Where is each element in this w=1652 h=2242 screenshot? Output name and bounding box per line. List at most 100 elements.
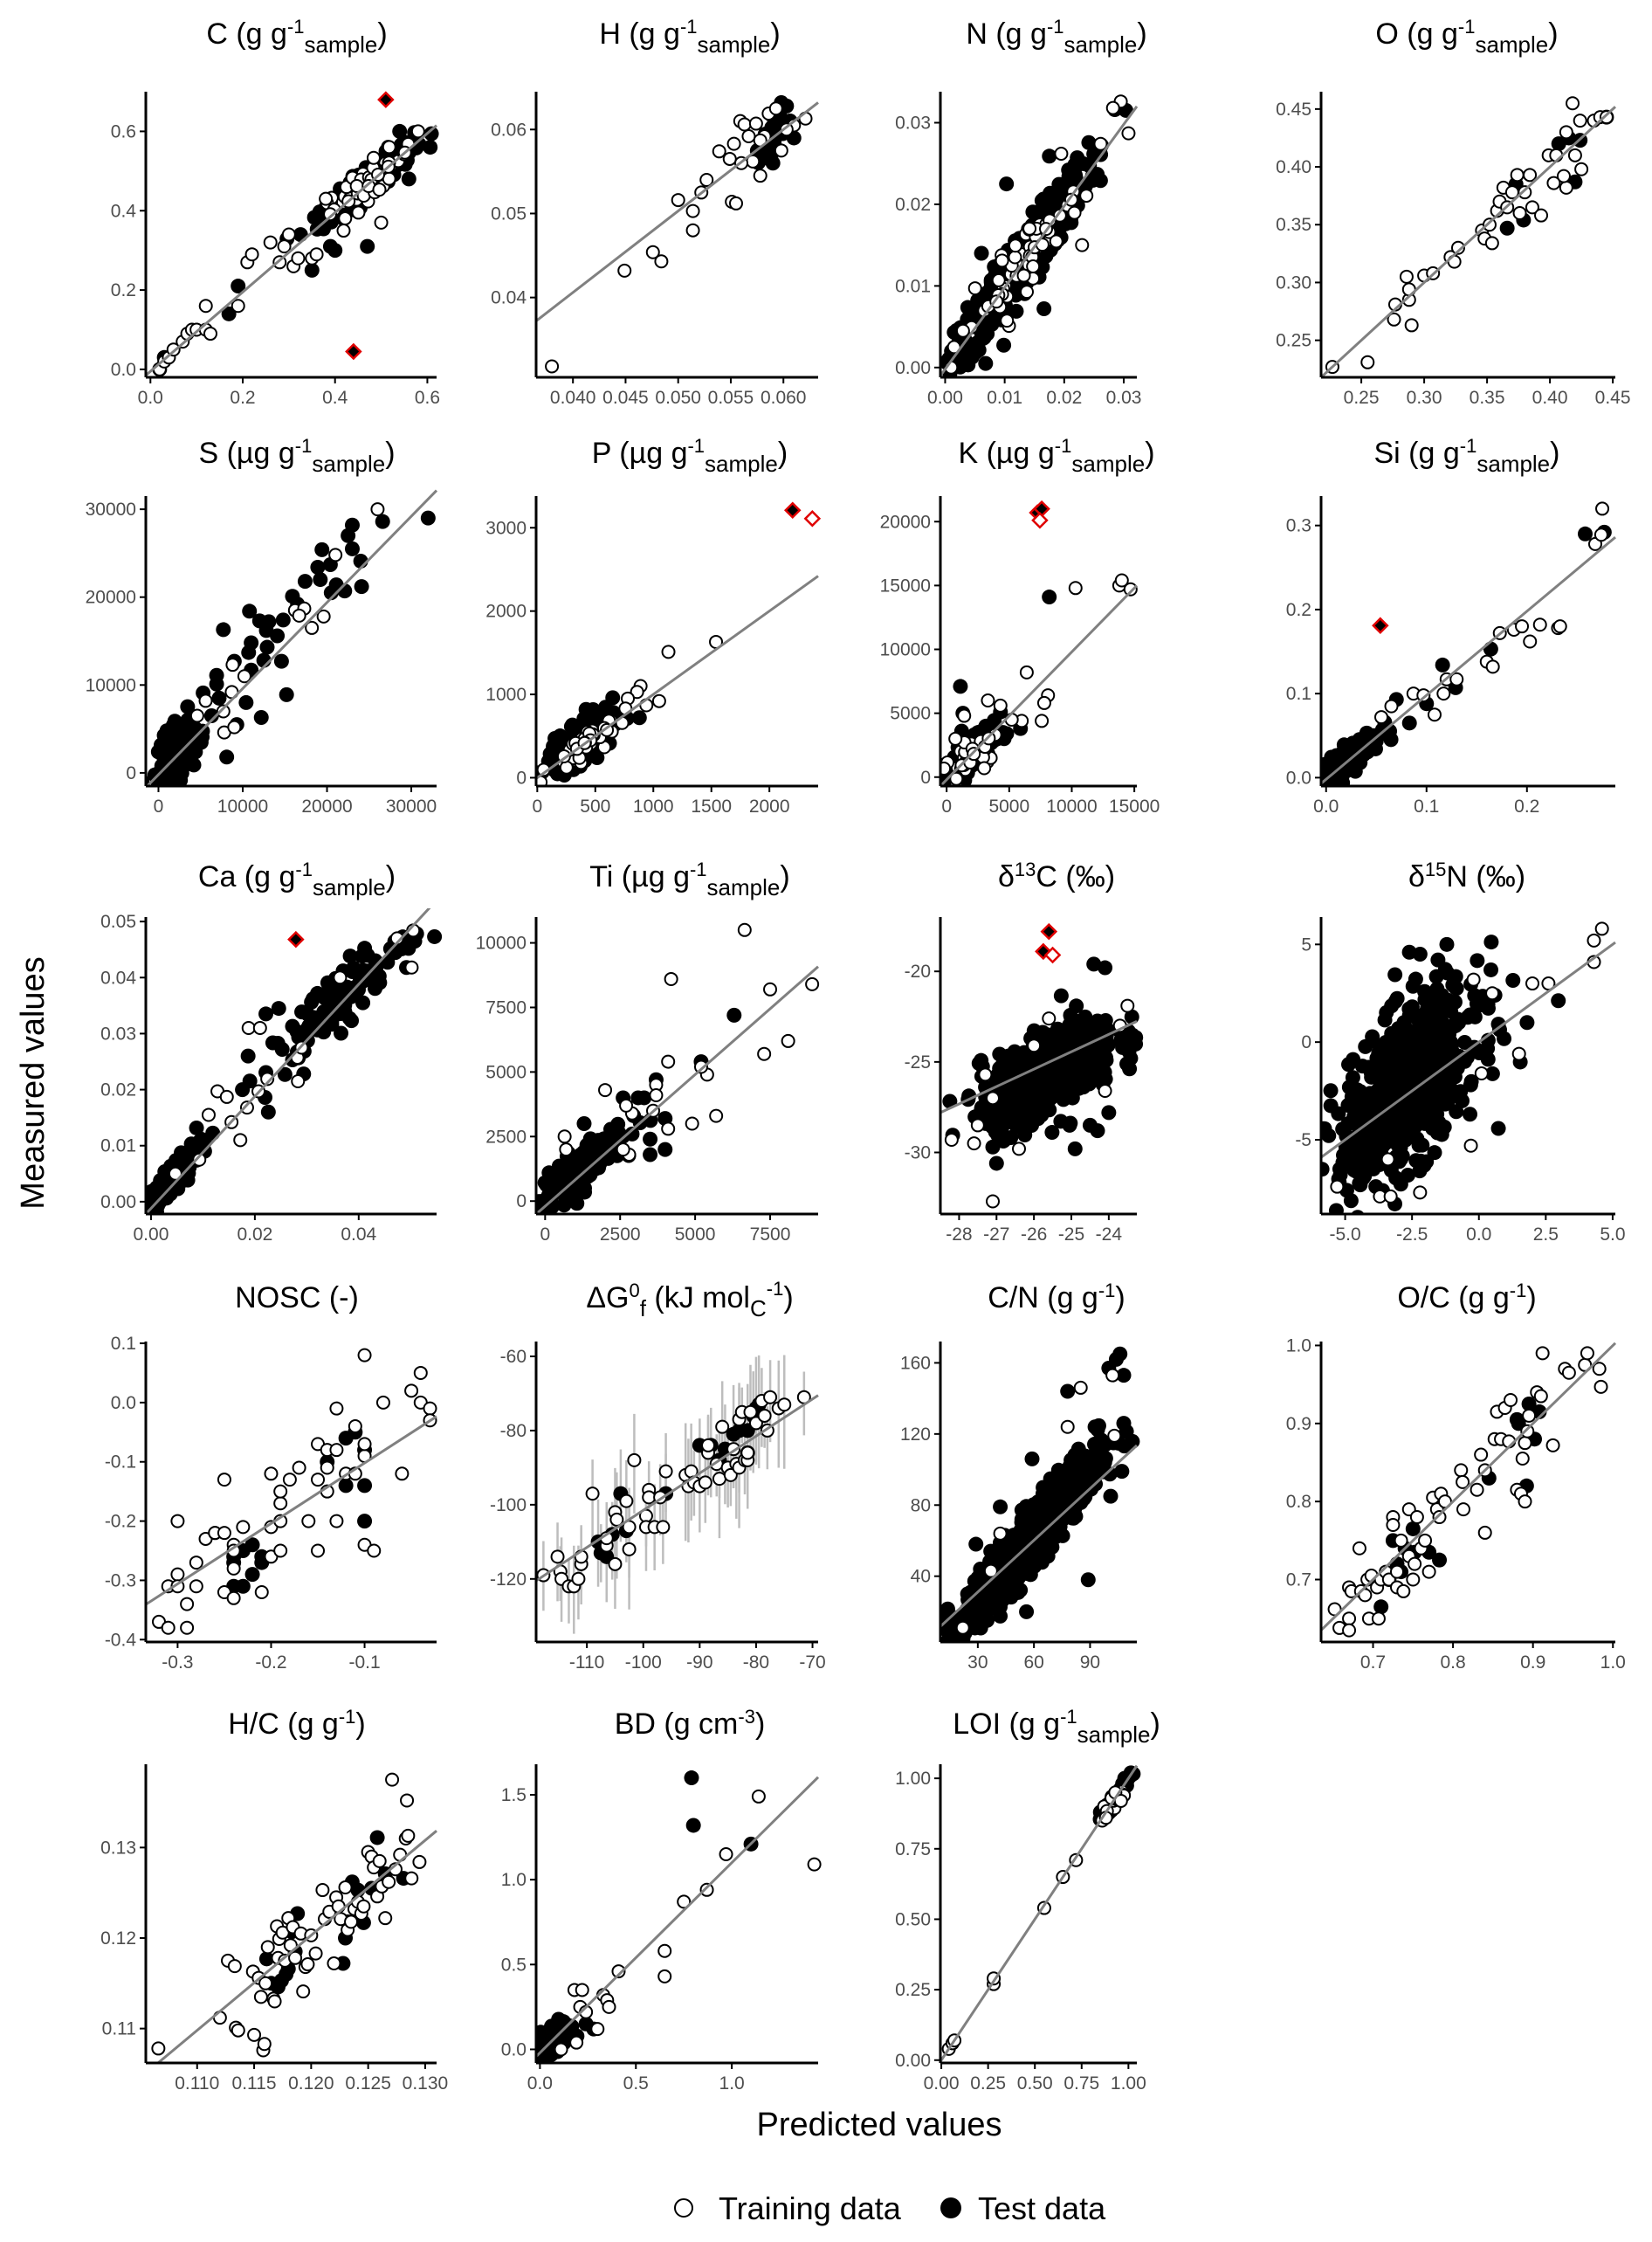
training-point (728, 196, 743, 210)
outlier-point (1040, 922, 1058, 941)
training-point (1022, 221, 1037, 236)
test-point (1429, 1107, 1445, 1122)
training-point (1523, 634, 1538, 649)
test-point (974, 1052, 989, 1068)
x-tick-label: 30000 (386, 797, 437, 817)
y-tick-label: -100 (490, 1495, 527, 1515)
training-point (699, 172, 714, 187)
y-tick-label: 0.04 (491, 288, 527, 308)
test-point (537, 1194, 553, 1210)
test-point (932, 1652, 946, 1666)
training-point (1114, 573, 1129, 588)
training-point (722, 151, 737, 166)
y-tick-label: 0.2 (1286, 600, 1311, 620)
training-point (161, 1620, 176, 1635)
test-point (999, 726, 1015, 742)
panel-C: C (g g-1sample)0.0 0.2 0.4 0.60.00.20.40.6 (111, 16, 440, 408)
test-point (388, 945, 403, 961)
training-point (1450, 240, 1465, 255)
x-tick-label: -100 (625, 1652, 662, 1673)
training-point (189, 708, 204, 723)
test-point (576, 1116, 592, 1132)
x-tick-label: -28 (946, 1224, 972, 1245)
test-point (310, 559, 326, 575)
y-tick-label: 0 (1301, 1032, 1311, 1052)
training-point (1384, 699, 1399, 714)
training-point (366, 150, 381, 165)
y-tick-label: 1000 (485, 685, 527, 705)
training-point (1541, 976, 1556, 991)
x-tick-label: -80 (743, 1652, 769, 1673)
panel-title: S (µg g-1sample) (198, 435, 395, 477)
training-point (311, 1543, 326, 1558)
x-tick-label: 0.060 (761, 388, 807, 408)
x-tick-label: 7500 (750, 1224, 791, 1245)
test-point (1042, 590, 1057, 605)
training-point (1484, 236, 1499, 251)
test-point (1417, 983, 1433, 999)
test-point (1445, 977, 1461, 993)
test-point (244, 1567, 260, 1583)
test-point (657, 1142, 673, 1157)
test-point (347, 963, 362, 979)
test-point (241, 645, 257, 660)
training-point (233, 1133, 248, 1148)
test-point (1061, 1061, 1077, 1077)
training-point (685, 204, 700, 218)
outlier-point (1043, 946, 1062, 964)
test-point (323, 585, 339, 601)
training-point (1019, 665, 1034, 679)
test-point (1044, 1125, 1060, 1141)
training-point (693, 1059, 708, 1074)
y-tick-label: -0.1 (105, 1452, 136, 1473)
panel-P: P (µg g-1sample)0 500 1000 1500 200001000200… (485, 435, 822, 817)
training-point (1374, 710, 1389, 725)
x-tick-label: 0.02 (237, 1224, 272, 1245)
panel-title: H (g g-1sample) (599, 16, 780, 58)
outlier-point (1031, 512, 1049, 529)
y-tick-label: 0.35 (1276, 215, 1311, 235)
training-point (367, 1543, 382, 1558)
test-point (344, 1013, 360, 1029)
test-point (1419, 1035, 1435, 1051)
test-point (1064, 162, 1080, 178)
test-point (1490, 1121, 1506, 1136)
training-point (1525, 200, 1539, 215)
test-point (1483, 935, 1499, 950)
test-point (1384, 1025, 1400, 1041)
test-point (401, 171, 416, 187)
training-point (740, 1445, 755, 1460)
plot-area (1306, 921, 1616, 1217)
test-point (1306, 1202, 1321, 1217)
test-point (203, 708, 219, 724)
training-point (1546, 176, 1561, 190)
fit-line (1321, 536, 1616, 785)
test-point (1380, 1058, 1396, 1073)
test-point (1346, 758, 1361, 774)
test-point (1449, 1055, 1464, 1071)
panel-NOSC: NOSC (-)-0.3 -0.2 -0.1-0.4-0.3-0.2-0.10.00… (105, 1281, 437, 1673)
panel-Ti: Ti (µg g-1sample)0 2500 5000 75000250050007… (476, 859, 820, 1245)
plot-area (536, 95, 819, 374)
training-point (1573, 114, 1587, 128)
test-point (1101, 1105, 1117, 1121)
training-point (981, 693, 995, 708)
x-tick-label: 5000 (675, 1224, 716, 1245)
fit-line (146, 489, 438, 786)
x-tick-label: 10000 (217, 797, 268, 817)
test-point (1091, 1069, 1106, 1085)
test-point (1408, 1050, 1424, 1066)
test-point (537, 1175, 553, 1190)
training-point (423, 1401, 437, 1416)
test-point (1505, 972, 1521, 988)
training-point (1008, 238, 1022, 253)
training-point (333, 970, 348, 985)
training-point (656, 1520, 671, 1535)
training-point (404, 960, 419, 975)
y-tick-label: 0.45 (1276, 100, 1311, 120)
outlier-point (803, 509, 822, 528)
test-point (974, 1101, 989, 1117)
x-tick-label: 10000 (1046, 797, 1097, 817)
test-point (603, 1121, 619, 1137)
training-point (557, 1129, 572, 1144)
